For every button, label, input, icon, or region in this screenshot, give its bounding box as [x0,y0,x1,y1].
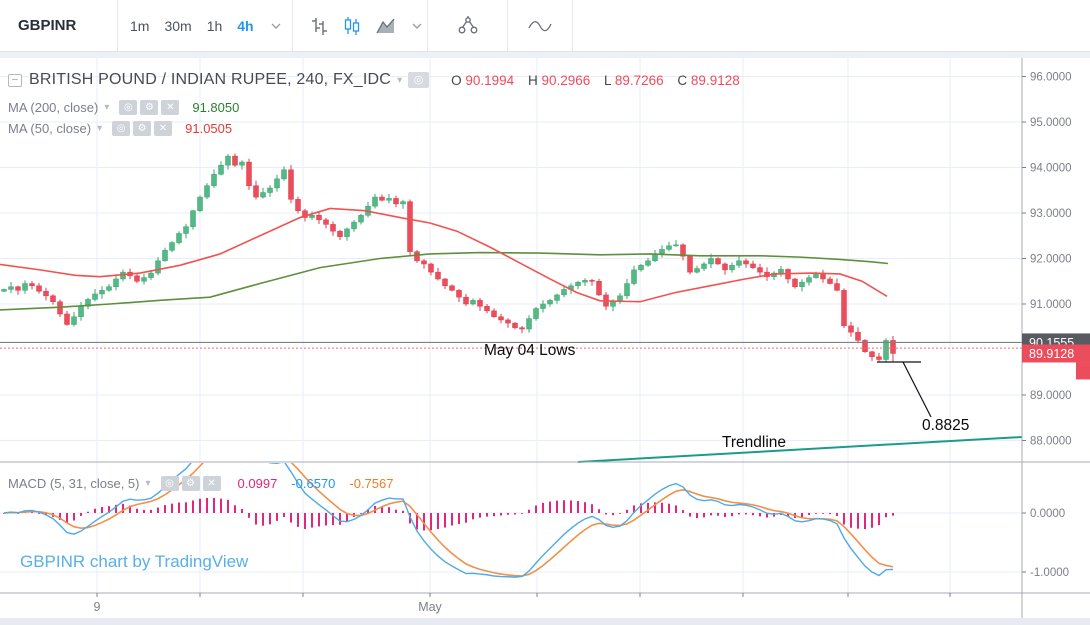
macd-dropdown-icon[interactable]: ▾ [145,477,151,489]
macd-hide-icon[interactable]: ◎ [160,475,179,491]
macd-signal-value: -0.7567 [349,475,394,491]
candles-style-icon[interactable] [342,15,362,37]
ma50-dropdown-icon[interactable]: ▾ [97,122,103,134]
macd-remove-icon[interactable]: ✕ [202,475,221,491]
top-toolbar: GBPINR 1m 30m 1h 4h [0,0,1090,52]
macd-legend-row: MACD (5, 31, close, 5) ▾ ◎ ⚙ ✕ 0.0997 -0… [8,475,393,491]
low-marker-pointer[interactable] [902,361,932,418]
high-label: H [527,72,538,88]
close-value: 89.9128 [690,72,740,88]
interval-1h[interactable]: 1h [206,17,223,34]
interval-4h[interactable]: 4h [237,17,254,34]
price-axis[interactable]: 96.0000 95.0000 94.0000 93.0000 92.0000 91.00… [0,56,1090,618]
chart-style-group [293,0,428,51]
ma200-legend-row: MA (200, close) ▾ ◎ ⚙ ✕ 91.8050 [8,99,239,115]
low-value: 89.7266 [614,72,664,88]
bottom-strip [0,618,1090,625]
style-dropdown-icon[interactable] [412,23,422,29]
axis-tick-label: 95.0000 [1030,117,1072,129]
macd-settings-icon[interactable]: ⚙ [181,475,200,491]
axis-tick-label: 88.0000 [1030,436,1072,448]
interval-30m[interactable]: 30m [164,17,192,34]
last-price-badge [1022,344,1090,363]
tradingview-watermark: GBPINR chart by TradingView [20,552,249,571]
candles-layer [1,153,896,362]
collapse-pane-icon[interactable]: − [8,73,22,87]
axis-tick-label: 89.0000 [1030,390,1072,402]
series-title[interactable]: BRITISH POUND / INDIAN RUPEE, 240, FX_ID… [29,71,392,88]
axis-tick-label: 93.0000 [1030,208,1072,220]
area-style-icon[interactable] [375,15,397,37]
axis-tick-label: 0.0000 [1030,508,1065,520]
compare-group [428,0,508,51]
series-dropdown-icon[interactable]: ▾ [397,74,403,86]
ma200-hide-icon[interactable]: ◎ [119,99,138,115]
compare-icon[interactable] [456,14,480,38]
bars-style-icon[interactable] [309,15,329,37]
may04-lows-annotation[interactable]: May 04 Lows [484,342,576,359]
interval-1m[interactable]: 1m [130,17,150,34]
low-label: L [604,72,612,88]
macd-label[interactable]: MACD (5, 31, close, 5) [8,475,140,491]
ma200-remove-icon[interactable]: ✕ [161,99,180,115]
ma200-settings-icon[interactable]: ⚙ [140,99,159,115]
toolbar-spacer [573,0,1090,51]
ma50-hide-icon[interactable]: ◎ [112,120,131,136]
wave-line-icon[interactable] [527,16,553,36]
ma50-legend-row: MA (50, close) ▾ ◎ ⚙ ✕ 91.0505 [8,120,232,136]
axis-tick-label: -1.0000 [1030,567,1069,579]
interval-dropdown-icon[interactable] [271,23,281,29]
toolbar-gap-strip [0,52,1090,58]
open-value: 90.1994 [465,72,515,88]
symbol-label: GBPINR [18,17,77,34]
time-tick-label: 9 [94,600,101,614]
ma50-label[interactable]: MA (50, close) [8,120,92,136]
last-price-badge-value: 89.9128 [1029,347,1074,361]
trendline-drawing[interactable] [577,436,1023,463]
macd-hist-value: 0.0997 [237,475,278,491]
axis-red-block [1076,362,1090,380]
open-label: O [451,72,462,88]
macd-line-value: -0.6570 [291,475,336,491]
ma50-settings-icon[interactable]: ⚙ [133,120,152,136]
ma50-line [0,207,888,303]
ma200-label[interactable]: MA (200, close) [8,99,99,115]
time-axis[interactable]: 9 May [94,593,951,614]
ma200-value: 91.8050 [192,99,240,115]
ma200-line [0,251,889,311]
symbol-button[interactable]: GBPINR [0,0,118,51]
line-tools-group [508,0,573,51]
axis-tick-label: 96.0000 [1030,72,1072,84]
series-hide-icon[interactable]: ◎ [408,72,430,88]
series-legend-row: − BRITISH POUND / INDIAN RUPEE, 240, FX_… [8,70,740,90]
high-value: 90.2966 [541,72,591,88]
time-tick-label: May [418,600,442,614]
close-label: C [677,72,688,88]
ma50-value: 91.0505 [185,120,233,136]
grid-layer [0,58,1022,593]
macd-pane [3,463,894,578]
axis-tick-label: 91.0000 [1030,299,1072,311]
ohlc-readout: O 90.1994 H 90.2966 L 89.7266 C 89.9128 [441,73,740,88]
ma50-remove-icon[interactable]: ✕ [154,120,173,136]
trendline-annotation-label[interactable]: Trendline [722,434,787,451]
axis-tick-label: 94.0000 [1030,163,1072,175]
ma200-dropdown-icon[interactable]: ▾ [104,101,110,113]
axis-tick-label: 92.0000 [1030,254,1072,266]
level-0-8825-annotation[interactable]: 0.8825 [922,417,970,434]
interval-group: 1m 30m 1h 4h [118,0,293,51]
